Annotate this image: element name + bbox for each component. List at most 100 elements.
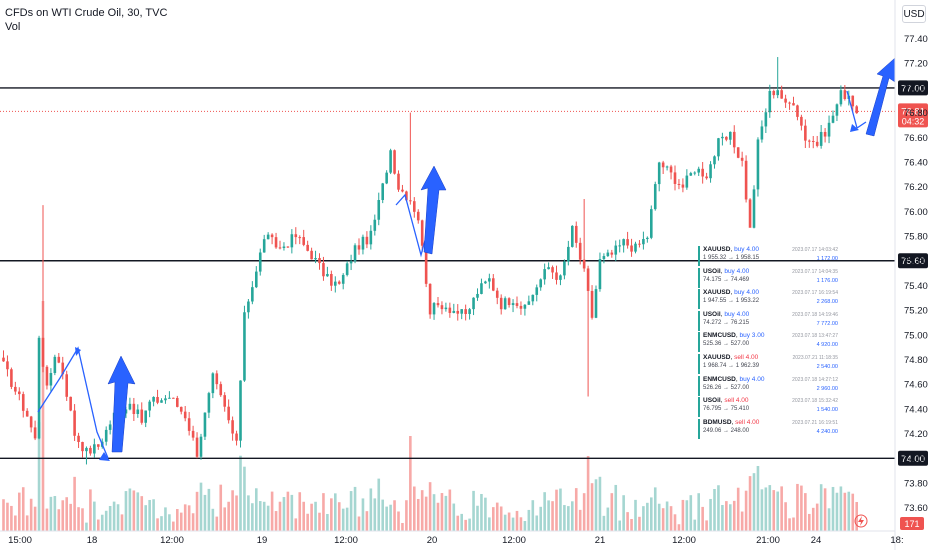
candle	[2, 350, 5, 362]
candle-body	[780, 90, 783, 99]
trade-symbol: USOil, buy 4.00	[703, 310, 750, 318]
time-tick-label: 24	[811, 535, 822, 546]
time-tick-label: 12:00	[160, 535, 184, 546]
volume-bar	[21, 487, 25, 531]
volume-bar	[2, 499, 5, 531]
candle	[835, 103, 839, 122]
volume-bar	[661, 508, 665, 531]
trade-date: 2023.07.18 14:27:12	[792, 376, 838, 383]
candle	[18, 387, 21, 401]
volume-bar	[823, 488, 827, 531]
candle	[57, 353, 61, 364]
candle	[385, 170, 388, 185]
candle-body	[535, 287, 539, 295]
candle	[602, 253, 606, 264]
candle	[10, 367, 13, 390]
candle	[302, 229, 305, 247]
trade-prices: 74.175 → 74.469	[703, 276, 750, 283]
volume-bar	[227, 501, 230, 531]
arrowhead	[850, 124, 859, 132]
candle	[282, 242, 286, 251]
candle	[689, 171, 693, 176]
volume-bar	[677, 524, 681, 531]
candle	[468, 307, 471, 320]
volume-bar	[436, 502, 440, 531]
candle-body	[424, 245, 428, 284]
volume-bar	[365, 511, 369, 531]
candle-body	[258, 252, 262, 272]
trade-profit: 1 540.00	[816, 407, 838, 414]
candle	[488, 273, 491, 289]
volume-bar	[590, 483, 594, 531]
volume-bar	[792, 517, 795, 531]
candle	[93, 438, 96, 458]
candle-body	[650, 209, 653, 238]
candle	[452, 303, 456, 314]
candle	[701, 162, 704, 184]
trade-date: 2023.07.18 13:47:27	[792, 333, 838, 340]
price-tick-label: 74.20	[904, 429, 928, 440]
bold-up-arrow	[107, 355, 136, 453]
volume-bar	[203, 494, 207, 531]
time-tick-label: 19	[257, 535, 268, 546]
volume-bar	[310, 503, 313, 531]
candle-body	[97, 444, 100, 447]
level-price-label: 77.00	[901, 83, 925, 94]
volume-bar	[736, 487, 740, 531]
volume-bar	[618, 520, 621, 531]
candle	[353, 243, 357, 264]
volume-bar	[760, 489, 764, 531]
volume-bar	[796, 483, 799, 531]
candle	[815, 135, 819, 148]
candle-body	[128, 403, 132, 410]
candle	[136, 404, 140, 418]
candle	[661, 160, 665, 175]
volume-bar	[322, 493, 325, 531]
volume-bar	[409, 436, 412, 531]
volume-bar	[602, 515, 606, 531]
volume-bar	[653, 487, 657, 531]
candle-body	[397, 173, 400, 190]
candle-body	[215, 373, 219, 385]
candle-body	[689, 173, 693, 176]
candle-body	[499, 297, 503, 310]
volume-badge-label: 171	[904, 519, 919, 529]
volume-bar	[61, 500, 65, 531]
candle-body	[768, 90, 772, 113]
candle	[606, 249, 610, 257]
volume-bar	[278, 501, 282, 531]
lightning-icon	[854, 514, 868, 528]
candle	[69, 396, 72, 412]
candle-body	[160, 400, 163, 403]
candle	[551, 265, 554, 279]
candle-body	[582, 259, 586, 269]
volume-bar	[416, 498, 420, 531]
candle	[341, 273, 345, 290]
volume-bar	[756, 466, 760, 531]
candle-body	[717, 138, 720, 157]
volume-bar	[152, 499, 155, 531]
trade-side: sell 4.00	[735, 418, 760, 426]
candle-body	[353, 245, 357, 262]
volume-bar	[176, 509, 179, 531]
candle	[420, 219, 424, 253]
candle-body	[772, 90, 776, 96]
volume-bar	[567, 506, 570, 531]
trade-prices: 525.36 → 527.00	[703, 341, 750, 348]
candle-body	[168, 397, 171, 399]
candle	[191, 425, 195, 441]
candle	[685, 169, 689, 190]
volume-bar	[748, 476, 752, 531]
trade-prices: 1 955.32 → 1 958.15	[703, 255, 760, 261]
candle-body	[748, 199, 752, 228]
candle	[318, 253, 321, 270]
volume-bar	[223, 507, 226, 531]
volume-bar	[831, 486, 835, 531]
volume-bar	[104, 510, 108, 531]
candle-body	[251, 287, 254, 302]
volume-bar	[480, 493, 483, 531]
currency-button[interactable]: USD	[902, 5, 926, 23]
candle	[705, 172, 708, 180]
candle-body	[401, 189, 404, 192]
